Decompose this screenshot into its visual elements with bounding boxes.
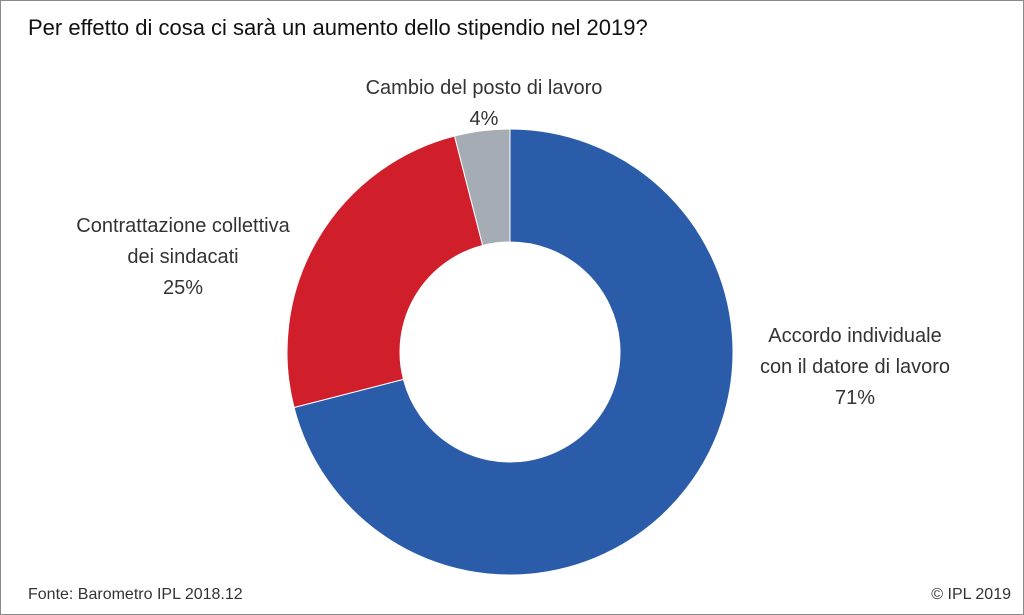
slice-label-line: Cambio del posto di lavoro [365,77,603,99]
donut-slices [286,128,734,576]
slice-label-line: con il datore di lavoro [759,356,951,378]
chart-title: Per effetto di cosa ci sarà un aumento d… [28,15,648,40]
copyright-note: © IPL 2019 [931,586,1011,603]
slice-accordo-individuale [293,128,734,576]
slice-label-contrattazione-collettiva: Contrattazione collettiva dei sindacati … [49,211,317,304]
slice-cambio-posto [453,128,511,247]
slice-label-line: Accordo individuale [768,325,942,347]
slice-label-cambio-posto: Cambio del posto di lavoro 4% [331,73,637,135]
source-note: Fonte: Barometro IPL 2018.12 [28,586,243,603]
slice-label-accordo-individuale: Accordo individuale con il datore di lav… [731,321,979,414]
slice-contrattazione-collettiva [286,135,484,409]
slice-value-label: 25% [162,277,204,299]
slice-value-label: 4% [469,108,499,130]
slice-value-label: 71% [834,387,876,409]
slice-label-line: Contrattazione collettiva [76,215,290,237]
slice-label-line: dei sindacati [127,246,239,268]
